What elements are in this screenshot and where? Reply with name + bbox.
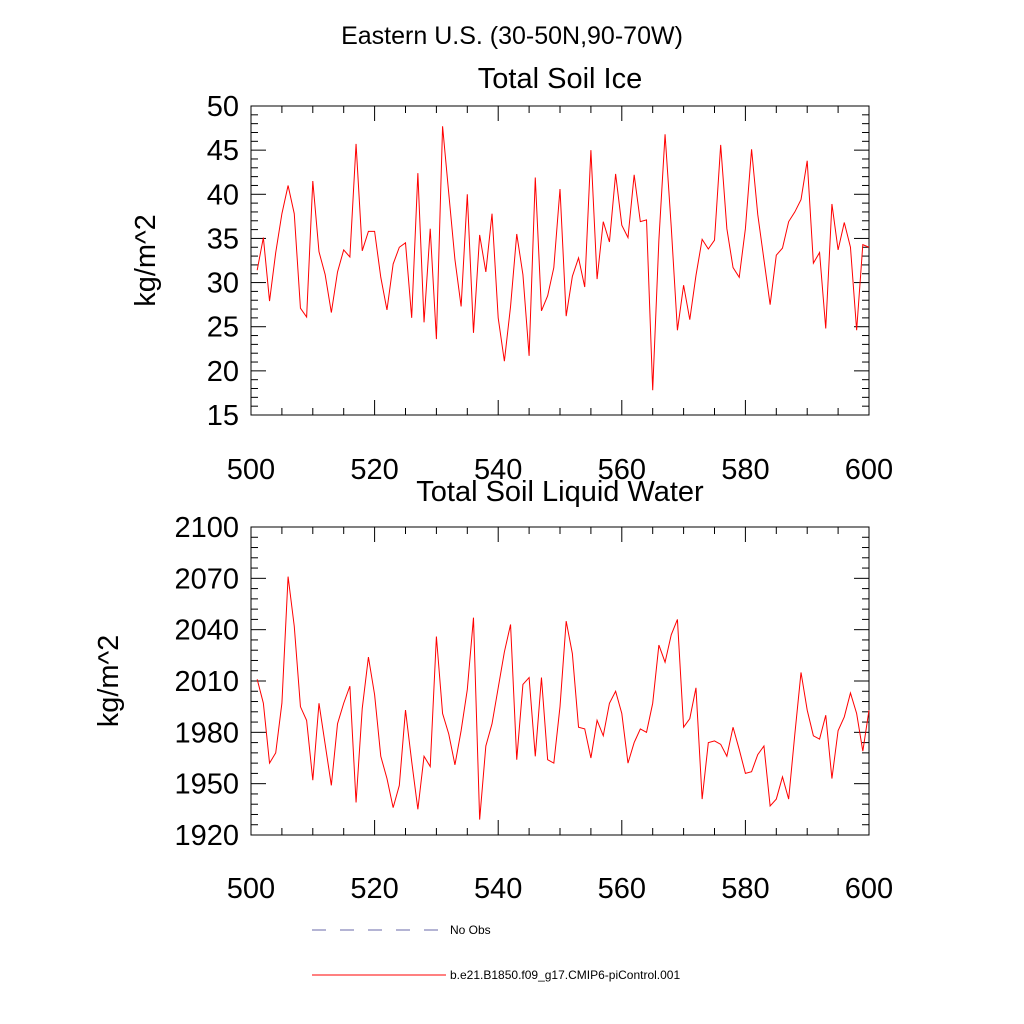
soil-ice-x-tick-label: 520 xyxy=(350,454,398,486)
soil-ice-y-tick-label: 45 xyxy=(207,135,239,167)
soil-water-y-tick-label: 2070 xyxy=(174,563,239,595)
soil-ice-x-tick-label: 580 xyxy=(721,454,769,486)
soil-water-y-tick-label: 1920 xyxy=(174,820,239,852)
soil-water-y-tick-label: 1980 xyxy=(174,717,239,749)
soil-ice-x-tick-label: 560 xyxy=(598,454,646,486)
legend: No Obs b.e21.B1850.f09_g17.CMIP6-piContr… xyxy=(312,923,680,982)
soil-liquid-water-panel: Total Soil Liquid Water 500 520 540 560 580 60… xyxy=(93,476,893,905)
soil-ice-y-tick-label: 20 xyxy=(207,356,239,388)
soil-water-y-tick-label: 1950 xyxy=(174,769,239,801)
soil-ice-series-line-0 xyxy=(256,126,870,391)
soil-water-x-tick-label: 600 xyxy=(845,873,893,905)
soil-water-x-tick-label: 520 xyxy=(350,873,398,905)
soil-water-series-line-0 xyxy=(256,576,870,820)
soil-ice-y-tick-label: 35 xyxy=(207,223,239,255)
soil-ice-y-tick-label: 15 xyxy=(207,400,239,432)
soil-ice-y-axis-label: kg/m^2 xyxy=(130,214,162,307)
figure-suptitle: Eastern U.S. (30-50N,90-70W) xyxy=(341,22,683,50)
soil-ice-x-tick-label: 540 xyxy=(474,454,522,486)
soil-ice-y-tick-label: 25 xyxy=(207,312,239,344)
soil-water-y-tick-label: 2100 xyxy=(174,512,239,544)
soil-water-title: Total Soil Liquid Water xyxy=(416,476,704,508)
soil-ice-x-tick-label: 600 xyxy=(845,454,893,486)
soil-water-y-tick-label: 2010 xyxy=(174,666,239,698)
soil-ice-x-tick-label: 500 xyxy=(227,454,275,486)
soil-ice-y-tick-label: 50 xyxy=(207,91,239,123)
soil-water-x-tick-label: 500 xyxy=(227,873,275,905)
legend-model-label: b.e21.B1850.f09_g17.CMIP6-piControl.001 xyxy=(450,968,680,982)
soil-water-x-tick-label: 560 xyxy=(598,873,646,905)
soil-water-y-axis-label: kg/m^2 xyxy=(93,635,125,728)
legend-obs-label: No Obs xyxy=(450,923,491,937)
soil-ice-y-tick-label: 40 xyxy=(207,179,239,211)
soil-water-x-tick-label: 540 xyxy=(474,873,522,905)
soil-ice-panel: Total Soil Ice 500 520 540 560 580 600 15 20 25 30… xyxy=(130,63,893,486)
soil-ice-title: Total Soil Ice xyxy=(478,63,642,95)
soil-water-x-tick-label: 580 xyxy=(721,873,769,905)
soil-ice-y-tick-label: 30 xyxy=(207,268,239,300)
soil-water-y-tick-label: 2040 xyxy=(174,615,239,647)
